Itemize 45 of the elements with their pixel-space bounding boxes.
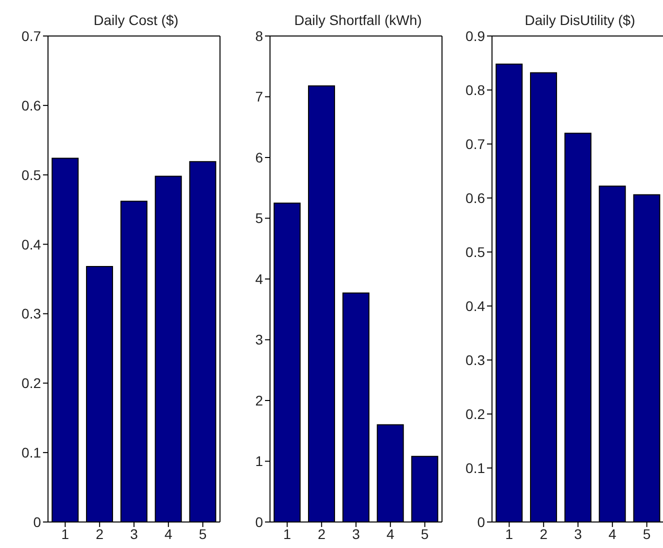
y-tick-label: 6: [255, 149, 264, 166]
chart-title: Daily DisUtility ($): [524, 12, 636, 28]
x-tick-label: 4: [164, 526, 172, 542]
x-tick-label: 2: [96, 526, 104, 542]
y-tick-label: 3: [255, 332, 264, 348]
y-tick-label: 0.5: [466, 244, 486, 260]
y-tick-label: 0.1: [466, 460, 486, 476]
y-tick-label: 0.6: [22, 97, 42, 114]
y-tick-label: 0.3: [22, 306, 42, 322]
x-tick-label: 4: [386, 526, 394, 542]
y-tick-label: 0.9: [466, 28, 486, 44]
y-tick-label: 0.4: [466, 298, 486, 314]
y-tick-label: 0.7: [22, 28, 42, 44]
x-tick-label: 3: [352, 526, 360, 542]
y-tick-label: 0.7: [466, 136, 486, 152]
y-tick-label: 0.2: [22, 375, 42, 392]
y-tick-label: 5: [255, 210, 264, 226]
x-tick-label: 4: [608, 526, 616, 542]
x-tick-label: 3: [574, 526, 582, 542]
y-tick-label: 0.2: [466, 406, 486, 422]
x-tick-label: 2: [318, 526, 326, 542]
chart-title: Daily Shortfall (kWh): [293, 12, 423, 28]
y-tick-label: 4: [255, 270, 264, 287]
x-tick-label: 1: [505, 526, 514, 542]
y-tick-label: 0.5: [22, 166, 42, 183]
x-tick-label: 5: [198, 526, 207, 542]
y-tick-label: 8: [255, 28, 264, 44]
x-tick-label: 5: [642, 526, 651, 542]
x-tick-label: 2: [540, 526, 548, 542]
y-tick-label: 0.6: [466, 190, 486, 206]
y-tick-label: 0: [33, 514, 42, 530]
y-tick-label: 0.4: [22, 236, 42, 252]
chart-title: Daily Cost ($): [92, 12, 180, 28]
y-tick-label: 0.1: [22, 444, 42, 461]
y-tick-label: 0: [477, 514, 486, 530]
x-tick-label: 3: [130, 526, 138, 542]
y-tick-label: 0.8: [466, 82, 486, 98]
x-tick-label: 1: [283, 526, 292, 542]
y-tick-label: 2: [255, 392, 264, 408]
x-tick-label: 1: [61, 526, 70, 542]
y-tick-label: 0.3: [466, 352, 486, 368]
x-tick-label: 5: [420, 526, 429, 542]
y-tick-label: 7: [255, 88, 264, 105]
y-tick-label: 0: [255, 514, 264, 530]
y-tick-label: 1: [255, 453, 264, 470]
